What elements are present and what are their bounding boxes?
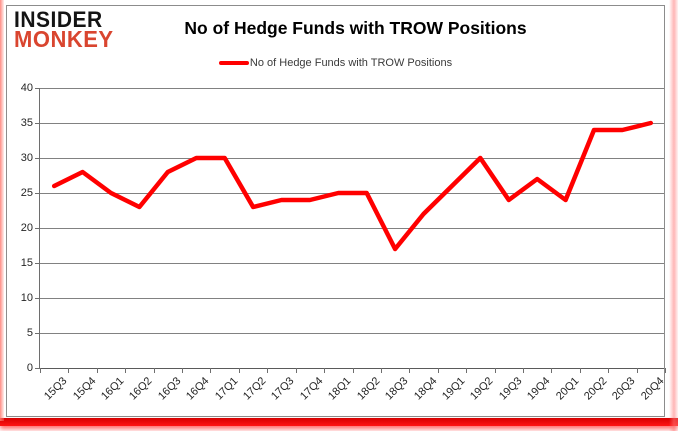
x-tick-label-19Q4: 19Q4 [525,375,553,403]
x-tick-label-18Q3: 18Q3 [383,375,411,403]
x-tick-label-16Q2: 16Q2 [127,375,155,403]
x-tick-label-20Q3: 20Q3 [610,375,638,403]
x-tick-label-17Q3: 17Q3 [269,375,297,403]
gridline-y-0 [40,368,664,369]
x-tick-label-20Q1: 20Q1 [553,375,582,403]
x-tick-label-19Q3: 19Q3 [496,375,525,403]
series-line [51,120,654,252]
x-tick [153,368,155,373]
x-tick [267,368,269,373]
y-tick [35,123,40,124]
x-tick-label-17Q2: 17Q2 [241,375,269,403]
y-tick-label: 35 [20,117,33,129]
x-tick-label-16Q3: 16Q3 [155,375,184,403]
y-tick [35,88,40,89]
x-tick [665,368,666,373]
x-tick-label-16Q1: 16Q1 [98,375,127,403]
gridline-y-30 [40,158,664,159]
x-tick [352,368,354,373]
x-tick-label-15Q4: 15Q4 [70,375,99,403]
x-tick-label-19Q1: 19Q1 [439,375,468,403]
y-tick [35,368,40,369]
y-tick-label: 40 [20,82,33,94]
x-tick [551,368,553,373]
y-tick [35,298,40,299]
gridline-y-35 [40,123,664,124]
chart-container: INSIDER MONKEY No of Hedge Funds with TR… [6,5,667,417]
x-tick-label-15Q3: 15Q3 [42,375,70,403]
x-tick [210,368,212,373]
gridline-y-40 [40,88,664,89]
x-tick [494,368,496,373]
y-tick-label: 0 [26,362,33,374]
gridline-y-10 [40,298,664,299]
y-tick [35,263,40,264]
right-edge-glow [669,0,678,431]
y-tick [35,193,40,194]
x-tick [238,368,240,373]
gridline-y-5 [40,333,664,334]
y-tick-label: 5 [26,327,33,339]
y-tick-label: 30 [20,152,33,164]
x-tick-label-18Q1: 18Q1 [326,375,354,403]
x-tick [125,368,127,373]
gridline-y-15 [40,263,664,264]
x-tick [437,368,439,373]
y-tick [35,228,40,229]
x-tick [182,368,184,373]
legend-line-swatch-icon [218,61,249,65]
x-tick [466,368,468,373]
x-tick [40,368,41,373]
y-tick [35,333,40,334]
y-tick [35,158,40,159]
left-edge-glow [0,0,4,421]
x-tick [68,368,70,373]
x-tick [579,368,581,373]
plot-area [35,88,666,373]
x-tick [380,368,382,373]
y-tick-label: 25 [20,187,33,199]
x-tick-label-17Q4: 17Q4 [297,375,326,403]
x-tick [295,368,297,373]
legend: No of Hedge Funds with TROW Positions [7,57,664,69]
x-tick-label-20Q4: 20Q4 [638,375,667,403]
insider-monkey-logo: INSIDER MONKEY [14,7,114,53]
y-tick-label: 15 [20,257,33,269]
x-tick-label-20Q2: 20Q2 [581,375,610,403]
y-tick-label: 20 [20,222,33,234]
gridline-y-20 [40,228,664,229]
x-tick-label-17Q1: 17Q1 [212,375,241,403]
bottom-red-bar [0,418,678,426]
x-tick-label-19Q2: 19Q2 [468,375,496,403]
x-tick [636,368,638,373]
legend-label: No of Hedge Funds with TROW Positions [249,57,453,69]
x-tick-label-18Q4: 18Q4 [411,375,440,403]
x-tick-label-18Q2: 18Q2 [354,375,383,403]
chart-title: No of Hedge Funds with TROW Positions [184,18,527,38]
x-tick [96,368,98,373]
x-tick [409,368,411,373]
x-tick [522,368,524,373]
x-tick [608,368,610,373]
line-chart-canvas [51,120,654,252]
x-tick [324,368,326,373]
logo-text-insider: INSIDER [14,7,103,33]
y-tick-label: 10 [20,292,33,304]
logo-text-monkey: MONKEY [14,26,114,53]
x-tick-label-16Q4: 16Q4 [184,375,212,403]
